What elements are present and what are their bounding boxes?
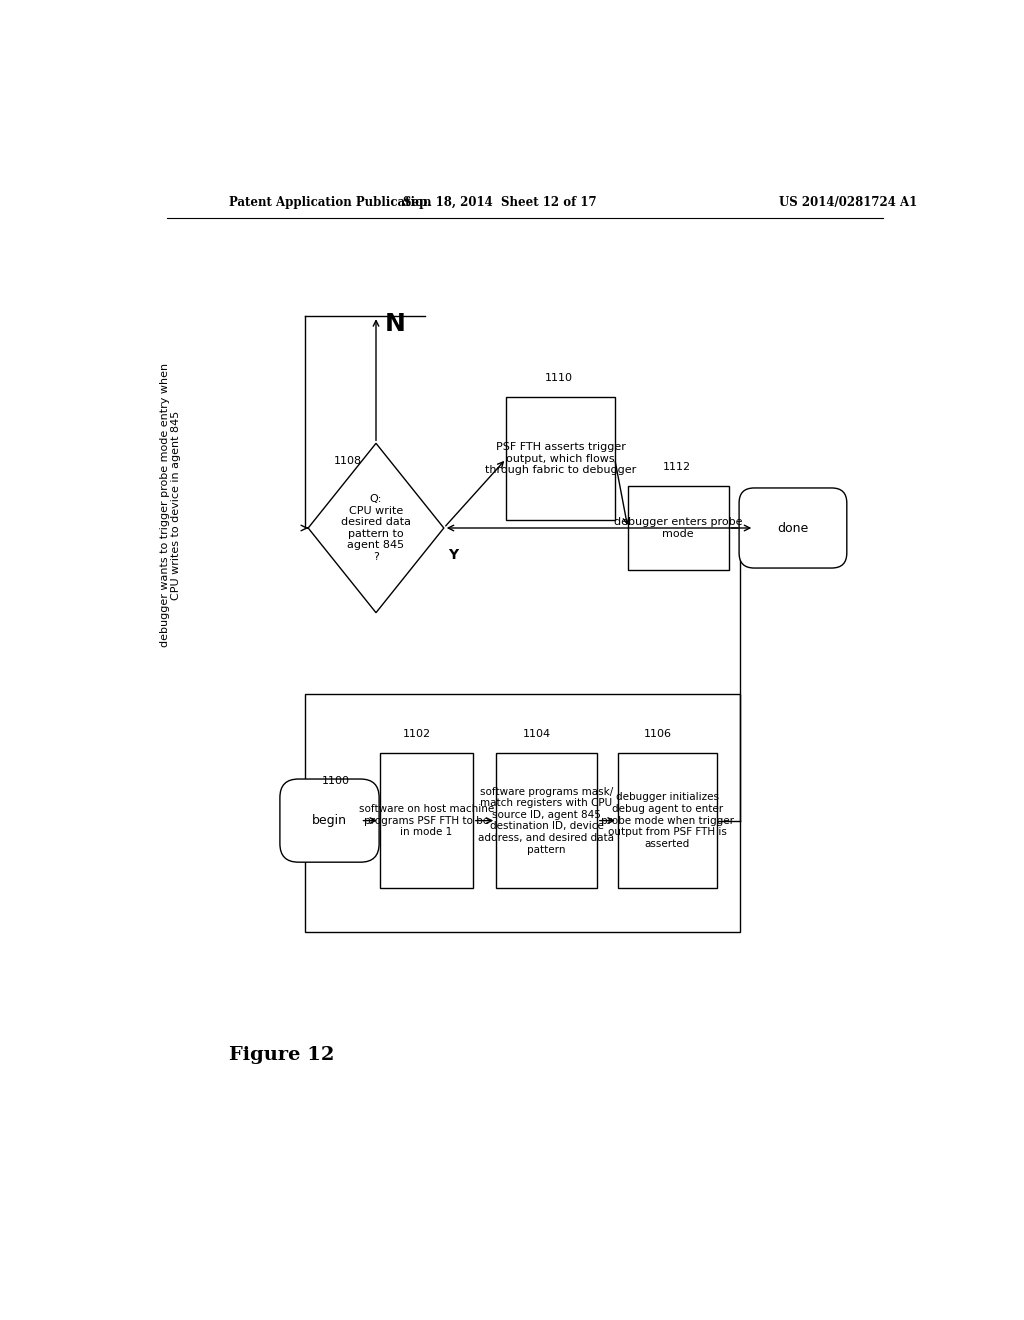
FancyBboxPatch shape (739, 488, 847, 568)
Bar (506, 397, 614, 520)
Polygon shape (308, 444, 443, 612)
Text: 1110: 1110 (545, 374, 573, 383)
Text: 1106: 1106 (644, 730, 672, 739)
Text: Patent Application Publication: Patent Application Publication (228, 195, 431, 209)
Text: 1100: 1100 (322, 776, 350, 785)
Text: software programs mask/
match registers with CPU
source ID, agent 845
destinatio: software programs mask/ match registers … (478, 787, 614, 854)
Text: Y: Y (447, 548, 458, 562)
Text: 1112: 1112 (663, 462, 691, 471)
Text: debugger initializes
debug agent to enter
probe mode when trigger
output from PS: debugger initializes debug agent to ente… (601, 792, 734, 849)
Bar (628, 486, 729, 570)
Text: 1102: 1102 (403, 730, 431, 739)
Text: PSF FTH asserts trigger
output, which flows
through fabric to debugger: PSF FTH asserts trigger output, which fl… (484, 442, 636, 475)
Text: software on host machine
programs PSF FTH to be
in mode 1: software on host machine programs PSF FT… (358, 804, 494, 837)
Bar (305, 693, 740, 932)
Text: N: N (385, 312, 406, 337)
FancyBboxPatch shape (280, 779, 379, 862)
Text: Figure 12: Figure 12 (228, 1047, 334, 1064)
Text: debugger enters probe
mode: debugger enters probe mode (614, 517, 742, 539)
Text: done: done (777, 521, 809, 535)
Text: Q:
CPU write
desired data
pattern to
agent 845
?: Q: CPU write desired data pattern to age… (341, 494, 411, 562)
Bar (496, 754, 597, 888)
Text: 1108: 1108 (334, 457, 361, 466)
Text: Sep. 18, 2014  Sheet 12 of 17: Sep. 18, 2014 Sheet 12 of 17 (403, 195, 597, 209)
Text: 1104: 1104 (523, 730, 551, 739)
Bar (617, 754, 717, 888)
Text: debugger wants to trigger probe mode entry when
CPU writes to device in agent 84: debugger wants to trigger probe mode ent… (160, 363, 181, 647)
Bar (380, 754, 473, 888)
Text: US 2014/0281724 A1: US 2014/0281724 A1 (779, 195, 918, 209)
Text: begin: begin (312, 814, 347, 828)
